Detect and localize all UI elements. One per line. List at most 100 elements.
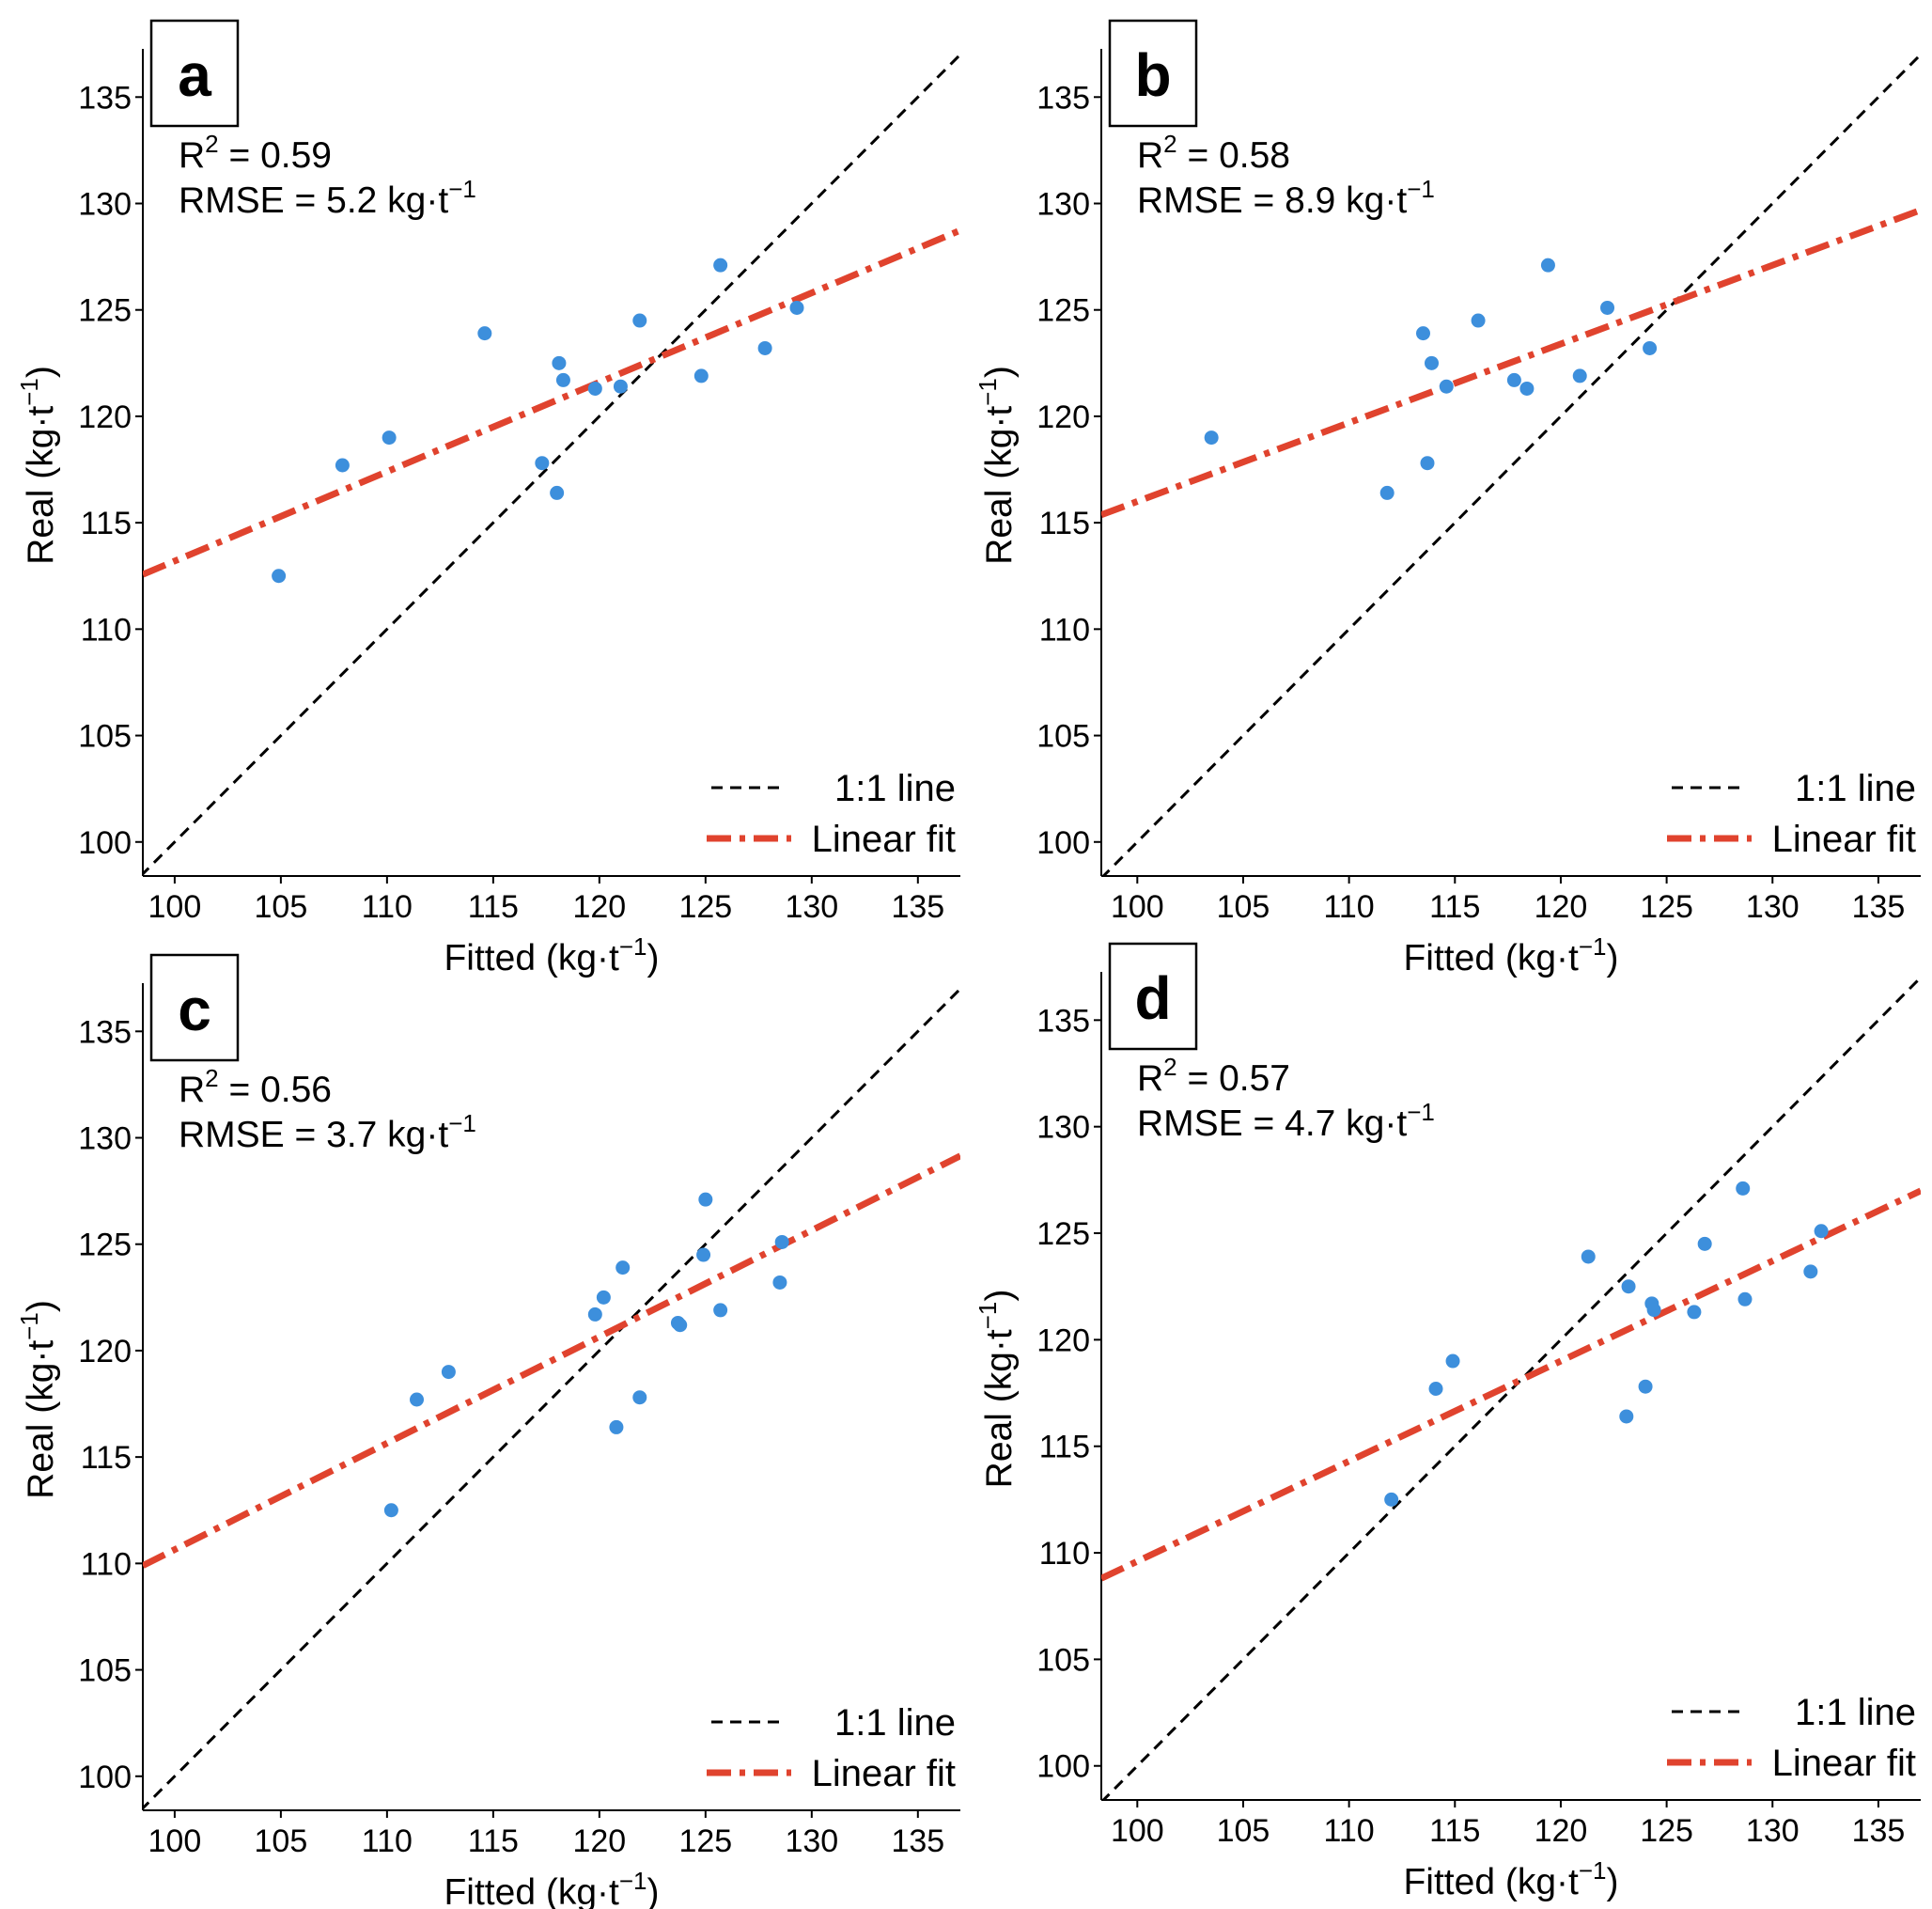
panel-label: a xyxy=(178,41,211,109)
r-squared-symbol: R xyxy=(179,1070,205,1110)
data-point xyxy=(1581,1249,1596,1264)
x-tick-label: 130 xyxy=(785,889,838,925)
data-point xyxy=(1204,430,1219,446)
x-tick-label: 110 xyxy=(362,889,413,925)
y-tick-label: 120 xyxy=(1036,1322,1090,1358)
rmse-exponent: −1 xyxy=(1407,1098,1435,1126)
x-axis-title: Fitted (kg·t−1) xyxy=(1403,932,1618,978)
x-tick-label: 115 xyxy=(1429,1813,1480,1849)
data-point xyxy=(1384,1492,1399,1507)
x-axis-title-main: Fitted (kg·t xyxy=(444,1872,619,1909)
identity-line xyxy=(1101,53,1921,876)
data-point xyxy=(1621,1279,1636,1294)
x-axis-title-close: ) xyxy=(1607,1862,1619,1902)
y-tick-label: 115 xyxy=(81,506,132,541)
y-tick-label: 130 xyxy=(78,1120,132,1156)
x-axis-title: Fitted (kg·t−1) xyxy=(444,932,659,978)
x-tick-label: 135 xyxy=(1852,889,1906,925)
data-point xyxy=(1540,258,1555,273)
linear-fit-line xyxy=(143,227,960,578)
data-point xyxy=(550,485,565,500)
legend-fit-label: Linear fit xyxy=(1772,1743,1916,1784)
data-point xyxy=(774,1234,789,1249)
data-point xyxy=(1687,1305,1702,1320)
y-axis-title-main: Real (kg·t xyxy=(21,1340,61,1499)
data-point xyxy=(477,326,492,341)
data-point xyxy=(1643,340,1658,355)
identity-line xyxy=(1101,976,1921,1800)
x-tick-label: 125 xyxy=(678,889,732,925)
rmse-exponent: −1 xyxy=(1407,175,1435,203)
legend-identity-label: 1:1 line xyxy=(834,1702,956,1744)
y-tick-label: 100 xyxy=(1036,825,1090,861)
y-tick-label: 125 xyxy=(1036,1216,1090,1252)
y-tick-label: 125 xyxy=(78,1228,132,1263)
x-tick-label: 135 xyxy=(1852,1813,1906,1849)
y-tick-label: 120 xyxy=(78,399,132,435)
data-point xyxy=(1572,368,1587,383)
y-axis-title-main: Real (kg·t xyxy=(979,406,1020,565)
data-point xyxy=(1736,1181,1751,1196)
x-tick-label: 130 xyxy=(1746,889,1800,925)
linear-fit-line xyxy=(1101,1187,1921,1582)
data-point xyxy=(1646,1303,1661,1318)
linear-fit-line xyxy=(1101,207,1921,519)
x-tick-label: 125 xyxy=(678,1823,732,1859)
rmse-value: RMSE = 8.9 kg·t xyxy=(1137,180,1407,221)
y-tick-label: 130 xyxy=(1036,1110,1090,1146)
plot-lines xyxy=(143,987,960,1810)
y-tick-label: 115 xyxy=(1039,506,1090,541)
panel-label-box xyxy=(1108,19,1198,128)
panel-label-box xyxy=(149,953,240,1062)
data-point xyxy=(587,1307,602,1322)
data-point xyxy=(383,1503,398,1518)
panel-label: d xyxy=(1134,964,1171,1032)
y-axis-title-main: Real (kg·t xyxy=(21,406,61,565)
x-axis-title-close: ) xyxy=(647,938,660,978)
y-tick-label: 135 xyxy=(78,1014,132,1050)
x-tick-label: 105 xyxy=(1217,889,1270,925)
x-tick-label: 120 xyxy=(572,889,626,925)
panel-c: 100 105 110 115 120 125 130 135 100 105 110 115 120 1… xyxy=(15,953,960,1909)
panel-label-box xyxy=(1108,942,1198,1051)
data-point xyxy=(757,340,772,355)
x-tick-label: 105 xyxy=(1217,1813,1270,1849)
y-tick-label: 135 xyxy=(78,80,132,116)
r-squared-exponent: 2 xyxy=(1163,130,1176,158)
data-point xyxy=(552,355,567,370)
data-point xyxy=(587,381,602,396)
x-tick-label: 115 xyxy=(468,1823,519,1859)
data-point xyxy=(382,430,397,446)
legend-fit-label: Linear fit xyxy=(812,1753,956,1794)
x-tick-label: 135 xyxy=(891,1823,944,1859)
x-tick-label: 110 xyxy=(362,1823,413,1859)
data-point xyxy=(1439,379,1454,394)
x-axis-title: Fitted (kg·t−1) xyxy=(1403,1856,1618,1902)
y-axis-title: Real (kg·t−1) xyxy=(974,366,1020,565)
data-point xyxy=(1638,1379,1653,1394)
r-squared-exponent: 2 xyxy=(205,130,218,158)
data-point xyxy=(1428,1382,1443,1396)
data-point xyxy=(1379,485,1394,500)
data-point xyxy=(673,1318,688,1333)
y-tick-label: 115 xyxy=(81,1440,132,1476)
y-axis-title: Real (kg·t−1) xyxy=(974,1290,1020,1489)
x-axis-title-close: ) xyxy=(1607,938,1619,978)
y-axis-title-close: ) xyxy=(979,366,1020,378)
y-tick-label: 105 xyxy=(78,719,132,755)
y-axis-title-exponent: −1 xyxy=(15,1312,43,1340)
rmse-text: RMSE = 4.7 kg·t−1 xyxy=(1137,1098,1435,1144)
data-point xyxy=(410,1392,425,1407)
legend-identity-label: 1:1 line xyxy=(834,768,956,809)
data-point xyxy=(615,1260,631,1275)
data-point xyxy=(1600,300,1615,315)
identity-line xyxy=(143,53,960,876)
y-axis-title-exponent: −1 xyxy=(974,378,1002,406)
x-tick-label: 100 xyxy=(1111,889,1164,925)
y-tick-label: 110 xyxy=(1039,612,1090,648)
rmse-text: RMSE = 8.9 kg·t−1 xyxy=(1137,175,1435,221)
x-tick-label: 105 xyxy=(255,889,308,925)
x-tick-label: 100 xyxy=(148,889,202,925)
plot-lines xyxy=(1101,53,1921,876)
x-tick-label: 130 xyxy=(1746,1813,1800,1849)
